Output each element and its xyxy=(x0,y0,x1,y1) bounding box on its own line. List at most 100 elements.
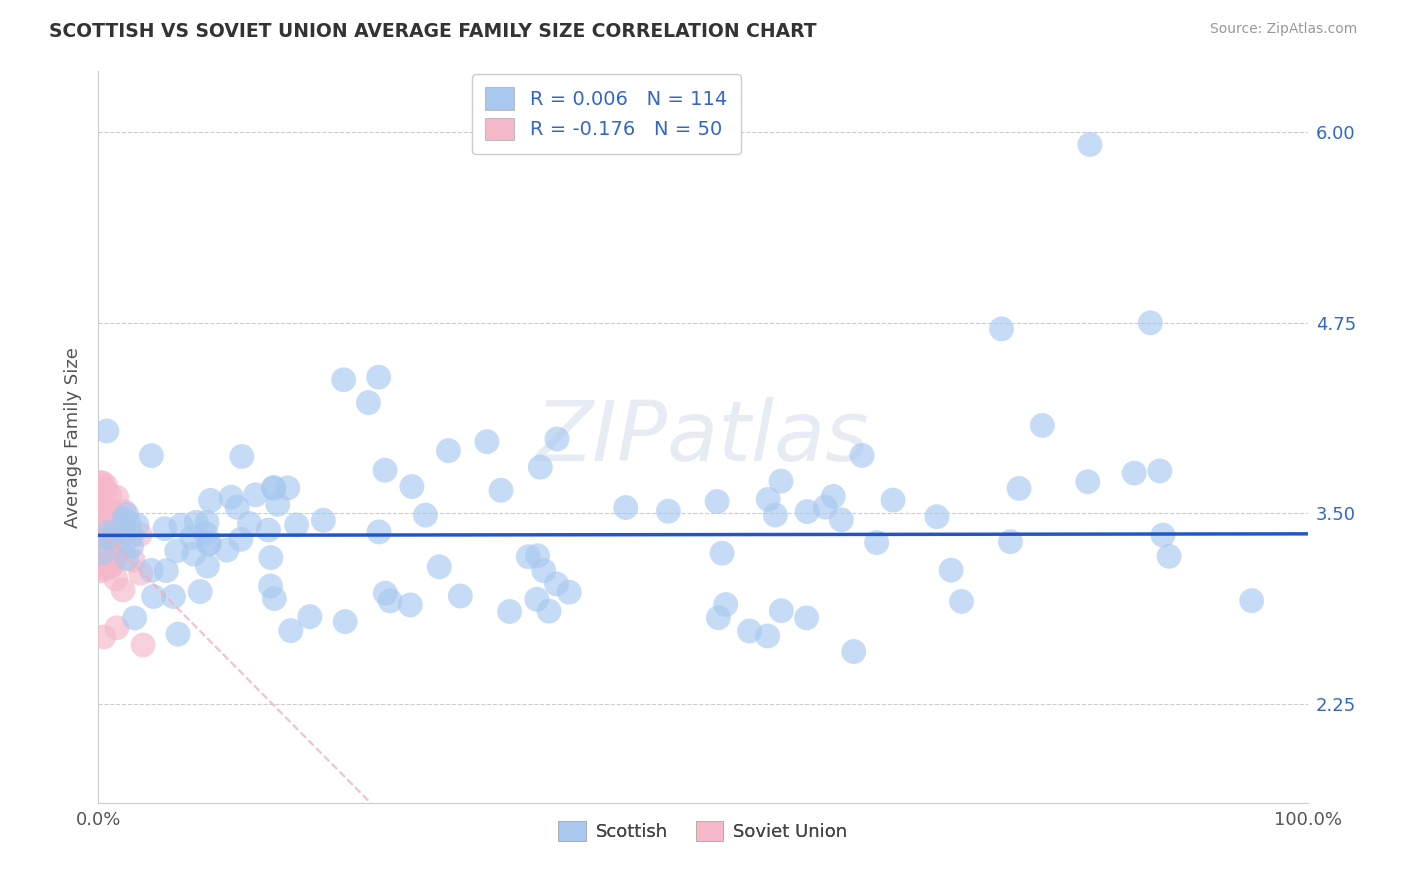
Point xyxy=(104,572,127,586)
Point xyxy=(796,505,818,519)
Point xyxy=(851,449,873,463)
Point xyxy=(103,546,125,560)
Point xyxy=(866,535,889,549)
Text: Source: ZipAtlas.com: Source: ZipAtlas.com xyxy=(1209,22,1357,37)
Point xyxy=(259,579,281,593)
Point xyxy=(90,515,112,529)
Point xyxy=(97,503,120,517)
Point xyxy=(260,550,283,565)
Point xyxy=(939,563,962,577)
Point xyxy=(104,551,127,566)
Point xyxy=(121,539,143,553)
Point xyxy=(93,528,115,542)
Point xyxy=(90,494,112,508)
Point xyxy=(312,513,335,527)
Point xyxy=(91,545,114,559)
Point xyxy=(198,536,221,550)
Point xyxy=(257,523,280,537)
Point xyxy=(277,481,299,495)
Point xyxy=(263,591,285,606)
Text: ZIPatlas: ZIPatlas xyxy=(536,397,870,477)
Point xyxy=(120,529,142,543)
Point xyxy=(796,611,818,625)
Point xyxy=(90,536,112,550)
Point xyxy=(770,604,793,618)
Point xyxy=(830,513,852,527)
Point xyxy=(657,504,679,518)
Point xyxy=(738,624,761,638)
Point xyxy=(333,615,356,629)
Point xyxy=(529,460,551,475)
Point xyxy=(108,522,131,536)
Point xyxy=(93,546,115,560)
Point xyxy=(112,504,135,518)
Point xyxy=(103,541,125,555)
Point xyxy=(195,515,218,529)
Point xyxy=(170,518,193,533)
Point xyxy=(90,533,112,547)
Point xyxy=(990,322,1012,336)
Point xyxy=(90,547,112,561)
Point xyxy=(197,537,219,551)
Point xyxy=(105,621,128,635)
Point xyxy=(546,577,568,591)
Point xyxy=(115,551,138,566)
Point xyxy=(105,521,128,535)
Text: SCOTTISH VS SOVIET UNION AVERAGE FAMILY SIZE CORRELATION CHART: SCOTTISH VS SOVIET UNION AVERAGE FAMILY … xyxy=(49,22,817,41)
Point xyxy=(111,582,134,597)
Point xyxy=(219,490,242,504)
Point xyxy=(707,611,730,625)
Point xyxy=(399,598,422,612)
Point xyxy=(194,526,217,541)
Point xyxy=(475,434,498,449)
Point xyxy=(98,533,121,548)
Point xyxy=(1000,534,1022,549)
Point xyxy=(112,512,135,526)
Point xyxy=(91,558,114,572)
Point xyxy=(1077,475,1099,489)
Point xyxy=(125,518,148,533)
Point xyxy=(94,537,117,551)
Point xyxy=(882,493,904,508)
Point xyxy=(115,507,138,521)
Point xyxy=(517,549,540,564)
Y-axis label: Average Family Size: Average Family Size xyxy=(65,347,83,527)
Point xyxy=(1031,418,1053,433)
Point xyxy=(167,627,190,641)
Point xyxy=(1149,464,1171,478)
Point xyxy=(96,553,118,567)
Point xyxy=(526,592,548,607)
Point xyxy=(357,395,380,409)
Point xyxy=(368,524,391,539)
Point xyxy=(91,475,114,490)
Point xyxy=(141,563,163,577)
Point xyxy=(756,629,779,643)
Point xyxy=(415,508,437,523)
Point xyxy=(1159,549,1181,564)
Point xyxy=(183,547,205,561)
Point xyxy=(226,500,249,515)
Point xyxy=(1139,316,1161,330)
Point xyxy=(186,515,208,529)
Point xyxy=(91,546,114,560)
Point xyxy=(96,506,118,520)
Point xyxy=(94,478,117,492)
Point xyxy=(98,531,121,545)
Point xyxy=(96,424,118,438)
Point xyxy=(401,479,423,493)
Point xyxy=(298,609,321,624)
Point xyxy=(104,550,127,565)
Point xyxy=(104,549,127,564)
Point xyxy=(100,558,122,572)
Point xyxy=(427,559,450,574)
Point xyxy=(215,543,238,558)
Point xyxy=(763,508,786,522)
Point xyxy=(1240,593,1263,607)
Point xyxy=(129,527,152,541)
Point xyxy=(1152,528,1174,542)
Point xyxy=(267,497,290,511)
Point xyxy=(118,516,141,531)
Point xyxy=(89,544,111,558)
Point xyxy=(162,590,184,604)
Point xyxy=(925,509,948,524)
